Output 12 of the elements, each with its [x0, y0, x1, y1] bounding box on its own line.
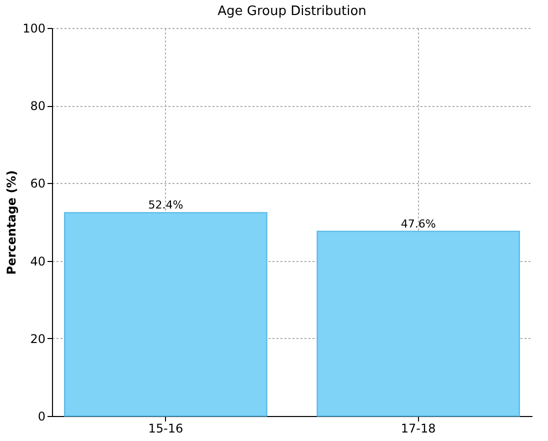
y-tick-label: 60 [30, 176, 46, 191]
data-label: 47.6% [400, 217, 436, 230]
y-tick-label: 0 [38, 410, 46, 424]
x-tick-label: 17-18 [400, 422, 436, 436]
y-tick-label: 80 [30, 99, 46, 114]
chart-title: Age Group Distribution [218, 4, 366, 19]
x-tick-label: 15-16 [148, 422, 184, 436]
y-tick-label: 100 [22, 22, 46, 36]
y-tick-label: 20 [30, 332, 46, 346]
data-label: 52.4% [148, 198, 184, 212]
y-tick-label: 40 [30, 254, 46, 268]
y-axis-title: Percentage (%) [4, 170, 19, 275]
